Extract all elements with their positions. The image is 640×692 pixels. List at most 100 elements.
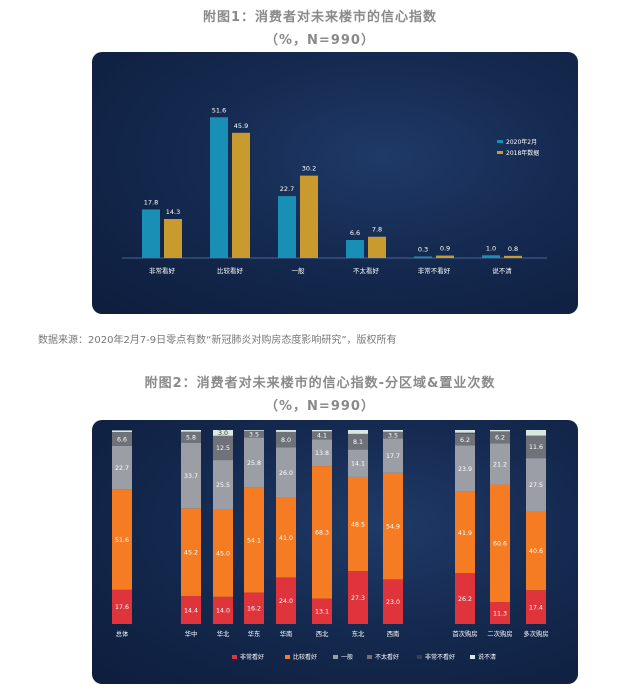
chart2-legend-swatch	[367, 655, 372, 659]
chart2-bar-segment	[181, 430, 201, 432]
chart2-data-label: 5.8	[186, 435, 196, 442]
chart2-data-label: 13.8	[315, 450, 329, 457]
chart2-bar-segment	[276, 430, 296, 432]
chart2-data-label: 25.8	[247, 460, 261, 467]
chart2-legend-label: 非常看好	[240, 653, 264, 661]
chart2-data-label: 13.1	[315, 609, 329, 616]
chart2-bar-segment	[276, 577, 296, 624]
chart2-bar-segment	[312, 430, 332, 432]
chart2-data-label: 21.2	[493, 461, 507, 468]
chart2-data-label: 40.6	[529, 548, 543, 555]
chart2-data-label: 3.0	[218, 430, 228, 437]
chart2-bar-segment	[455, 433, 475, 446]
chart2-bar-segment	[276, 497, 296, 578]
chart2-bar-segment	[181, 431, 201, 443]
chart2-data-label: 6.6	[117, 437, 127, 444]
chart2-bar-segment	[244, 487, 264, 593]
chart2-data-label: 12.5	[216, 445, 230, 452]
chart2-bar-segment	[244, 430, 264, 438]
chart2-bar-segment	[112, 489, 132, 590]
chart2-data-label: 17.4	[529, 604, 543, 611]
chart2-bar-segment	[312, 431, 332, 440]
chart2-data-label: 41.0	[279, 535, 293, 542]
chart2-panel: 17.6 51.6 22.7 6.6 总体 14.4 45.2 33.7 5.8 华中 14.0 45…	[92, 420, 578, 684]
chart2-svg: 17.6 51.6 22.7 6.6 总体 14.4 45.2 33.7 5.8 华中 14.0 45…	[112, 430, 549, 661]
chart2-data-label: 54.9	[386, 523, 400, 530]
chart2-bar-segment	[181, 442, 201, 509]
chart2-bar-segment	[455, 573, 475, 624]
chart2-data-label: 33.7	[184, 473, 198, 480]
chart2-data-label: 16.2	[247, 606, 261, 613]
chart2-bar-segment	[383, 430, 403, 432]
chart2-data-label: 48.5	[351, 521, 365, 528]
chart2-data-label: 17.7	[386, 453, 400, 460]
chart1-bar	[482, 255, 500, 258]
chart2-data-label: 11.3	[493, 610, 507, 617]
chart1-bar	[164, 219, 182, 258]
chart1-subtitle: （%，N=990）	[265, 33, 375, 48]
chart1-data-label: 0.3	[418, 246, 428, 254]
chart2-data-label: 41.9	[458, 530, 472, 537]
chart2-data-label: 17.6	[115, 604, 129, 611]
chart2-bar-segment	[244, 430, 264, 431]
chart2-bar-segment	[276, 431, 296, 448]
chart2-bar-segment	[490, 430, 510, 432]
chart2-data-label: 54.1	[247, 537, 261, 544]
chart1-panel: 17.8 14.3 非常看好 51.6 45.9 比较看好 22.7 30.2 一般 6.6 7.8…	[92, 52, 578, 314]
chart2-data-label: 14.4	[184, 607, 198, 614]
chart1-data-label: 30.2	[302, 165, 316, 173]
chart2-legend-swatch	[417, 655, 422, 659]
chart2-data-label: 8.1	[353, 439, 363, 446]
chart2-bar-segment	[526, 430, 546, 436]
chart2-bar-segment	[213, 509, 233, 597]
chart2-x-tick-label: 首次购房	[452, 629, 477, 638]
chart2-x-tick-label: 华南	[280, 629, 293, 638]
chart2-data-label: 22.7	[115, 465, 129, 472]
chart2-bar-segment	[526, 590, 546, 624]
chart1-data-label: 51.6	[212, 106, 226, 114]
chart1-bar	[504, 255, 522, 258]
chart2-data-label: 23.9	[458, 466, 472, 473]
chart2-bar-segment	[526, 511, 546, 591]
chart2-bar-segment	[348, 433, 368, 450]
chart2-bar-segment	[244, 437, 264, 488]
chart2-bar-segment	[383, 438, 403, 473]
chart2-data-label: 4.1	[317, 433, 327, 440]
chart2-bar-segment	[348, 476, 368, 572]
chart2-bar-segment	[213, 430, 233, 436]
chart2-data-label: 6.2	[460, 437, 470, 444]
chart2-x-tick-label: 东北	[352, 629, 365, 638]
chart2-bar-segment	[181, 508, 201, 597]
chart2-x-tick-label: 华中	[185, 629, 198, 638]
chart1-x-tick-label: 非常看好	[149, 266, 176, 275]
chart2-x-tick-label: 华北	[217, 629, 230, 638]
chart2-bar-segment	[213, 460, 233, 510]
chart2-data-label: 26.0	[279, 470, 293, 477]
chart2-bar-segment	[312, 598, 332, 624]
chart2-legend-swatch	[470, 655, 475, 659]
chart1-legend-swatch	[497, 140, 503, 143]
chart2-bar-segment	[244, 592, 264, 624]
chart2-bar-segment	[348, 449, 368, 477]
chart1-legend-swatch	[497, 151, 503, 154]
chart2-legend-swatch	[333, 655, 338, 659]
chart2-legend-swatch	[232, 655, 237, 659]
chart2-bar-segment	[455, 491, 475, 574]
chart2-legend-label: 非常不看好	[425, 653, 455, 661]
chart1-svg: 17.8 14.3 非常看好 51.6 45.9 比较看好 22.7 30.2 一般 6.6 7.8…	[122, 106, 547, 275]
chart1-bar	[232, 132, 250, 258]
chart2-subtitle: （%，N=990）	[265, 399, 375, 414]
chart2-legend-label: 不太看好	[375, 653, 399, 661]
chart2-x-tick-label: 西南	[387, 629, 400, 638]
chart2-bar-segment	[490, 431, 510, 444]
chart2-data-label: 8.0	[281, 437, 291, 444]
chart1-data-label: 22.7	[280, 185, 294, 193]
data-source-note: 数据来源：2020年2月7-9日零点有数“新冠肺炎对购房态度影响研究”，版权所有	[38, 335, 397, 346]
chart1-title: 附图1：消费者对未来楼市的信心指数	[202, 10, 438, 25]
chart2-data-label: 11.6	[529, 444, 543, 451]
chart2-bar-segment	[490, 443, 510, 485]
chart1-bar	[278, 196, 296, 258]
chart1-legend-label: 2018年数据	[506, 149, 539, 157]
chart2-data-label: 25.5	[216, 482, 230, 489]
chart2-data-label: 26.2	[458, 596, 472, 603]
